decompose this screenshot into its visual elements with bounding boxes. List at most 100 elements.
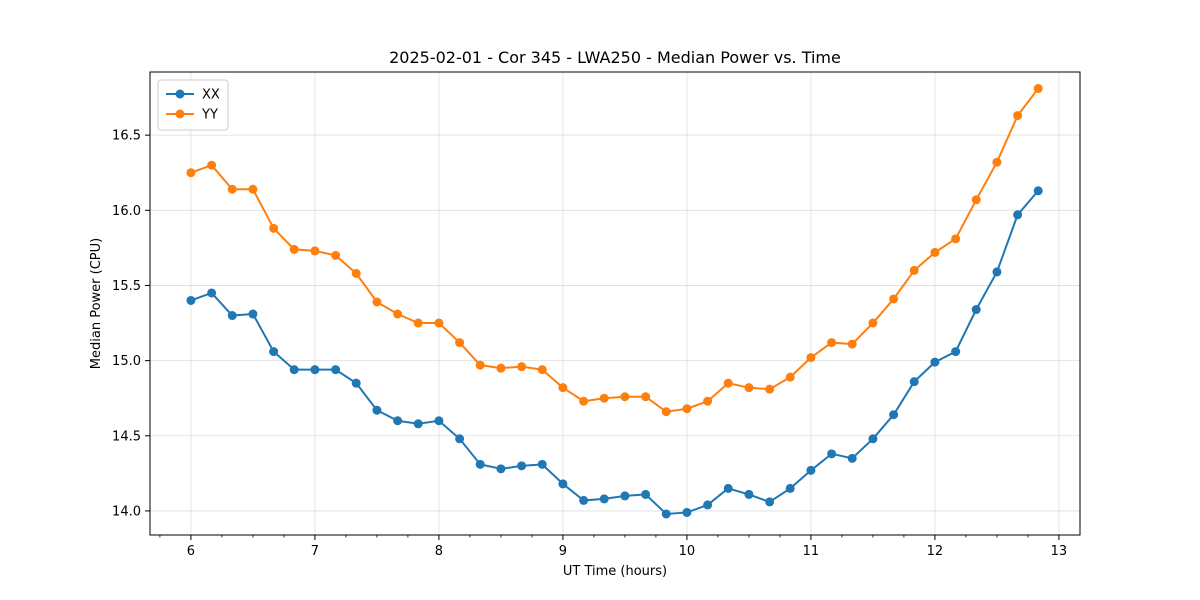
- chart-title: 2025-02-01 - Cor 345 - LWA250 - Median P…: [389, 48, 841, 67]
- data-point: [703, 396, 713, 406]
- data-point: [868, 434, 878, 444]
- data-point: [847, 453, 857, 463]
- legend-item-yy: YY: [166, 108, 218, 123]
- data-point: [1033, 186, 1043, 196]
- legend-marker: [175, 89, 185, 99]
- data-point: [847, 339, 857, 349]
- y-tick-label: 14.0: [112, 504, 141, 519]
- x-tick-label: 12: [927, 544, 944, 559]
- x-tick-label: 11: [803, 544, 820, 559]
- data-point: [207, 160, 217, 170]
- data-point: [289, 365, 299, 375]
- x-tick-label: 6: [187, 544, 195, 559]
- data-point: [930, 247, 940, 257]
- x-tick-label: 10: [679, 544, 696, 559]
- data-point: [310, 246, 320, 256]
- data-point: [661, 407, 671, 417]
- data-point: [475, 459, 485, 469]
- data-point: [744, 383, 754, 393]
- x-tick-label: 9: [559, 544, 567, 559]
- data-point: [827, 449, 837, 459]
- data-point: [372, 405, 382, 415]
- data-point: [434, 318, 444, 328]
- data-point: [785, 372, 795, 382]
- data-point: [269, 347, 279, 357]
- data-point: [641, 392, 651, 402]
- data-point: [434, 416, 444, 426]
- data-point: [186, 295, 196, 305]
- data-point: [455, 434, 465, 444]
- data-point: [413, 419, 423, 429]
- data-point: [579, 495, 589, 505]
- data-point: [744, 489, 754, 499]
- data-point: [661, 509, 671, 519]
- data-point: [455, 338, 465, 348]
- legend-marker: [175, 109, 185, 119]
- data-point: [558, 479, 568, 489]
- y-axis-label: Median Power (CPU): [89, 238, 104, 369]
- data-point: [599, 393, 609, 403]
- data-point: [496, 363, 506, 373]
- data-point: [785, 483, 795, 493]
- data-point: [517, 461, 527, 471]
- data-point: [475, 360, 485, 370]
- data-point: [868, 318, 878, 328]
- data-point: [537, 365, 547, 375]
- data-point: [703, 500, 713, 510]
- data-point: [558, 383, 568, 393]
- data-point: [827, 338, 837, 348]
- data-point: [951, 347, 961, 357]
- data-point: [351, 268, 361, 278]
- data-point: [537, 459, 547, 469]
- data-point: [971, 195, 981, 205]
- data-point: [765, 384, 775, 394]
- data-point: [620, 392, 630, 402]
- data-point: [992, 157, 1002, 167]
- x-tick-label: 7: [311, 544, 319, 559]
- data-point: [351, 378, 361, 388]
- legend-item-xx: XX: [166, 88, 220, 103]
- data-point: [248, 309, 258, 319]
- data-point: [889, 294, 899, 304]
- data-point: [682, 507, 692, 517]
- data-point: [289, 244, 299, 254]
- data-point: [620, 491, 630, 501]
- y-tick-label: 16.0: [112, 204, 141, 219]
- data-point: [496, 464, 506, 474]
- data-point: [641, 489, 651, 499]
- data-point: [909, 377, 919, 387]
- data-point: [723, 483, 733, 493]
- y-axis: 14.0 14.5 15.0 15.5 16.0 16.5: [112, 129, 150, 519]
- data-point: [248, 184, 258, 194]
- data-point: [889, 410, 899, 420]
- data-point: [930, 357, 940, 367]
- legend-label: XX: [202, 88, 220, 103]
- series-yy: [186, 84, 1043, 417]
- data-point: [331, 250, 341, 260]
- data-point: [765, 497, 775, 507]
- series-xx: [186, 186, 1043, 519]
- y-tick-label: 15.0: [112, 354, 141, 369]
- data-point: [723, 378, 733, 388]
- data-point: [413, 318, 423, 328]
- data-point: [517, 362, 527, 372]
- x-tick-label: 8: [435, 544, 443, 559]
- data-point: [227, 184, 237, 194]
- y-tick-label: 15.5: [112, 279, 141, 294]
- data-point: [227, 311, 237, 321]
- data-point: [909, 265, 919, 275]
- data-point: [682, 404, 692, 414]
- data-point: [806, 465, 816, 475]
- y-tick-label: 16.5: [112, 129, 141, 144]
- plot-frame: [149, 71, 1081, 536]
- data-point: [393, 309, 403, 319]
- data-point: [393, 416, 403, 426]
- data-point: [310, 365, 320, 375]
- series-line: [190, 190, 1039, 515]
- data-point: [331, 365, 341, 375]
- x-tick-label: 13: [1051, 544, 1068, 559]
- data-point: [1013, 111, 1023, 121]
- data-point: [599, 494, 609, 504]
- data-point: [971, 305, 981, 315]
